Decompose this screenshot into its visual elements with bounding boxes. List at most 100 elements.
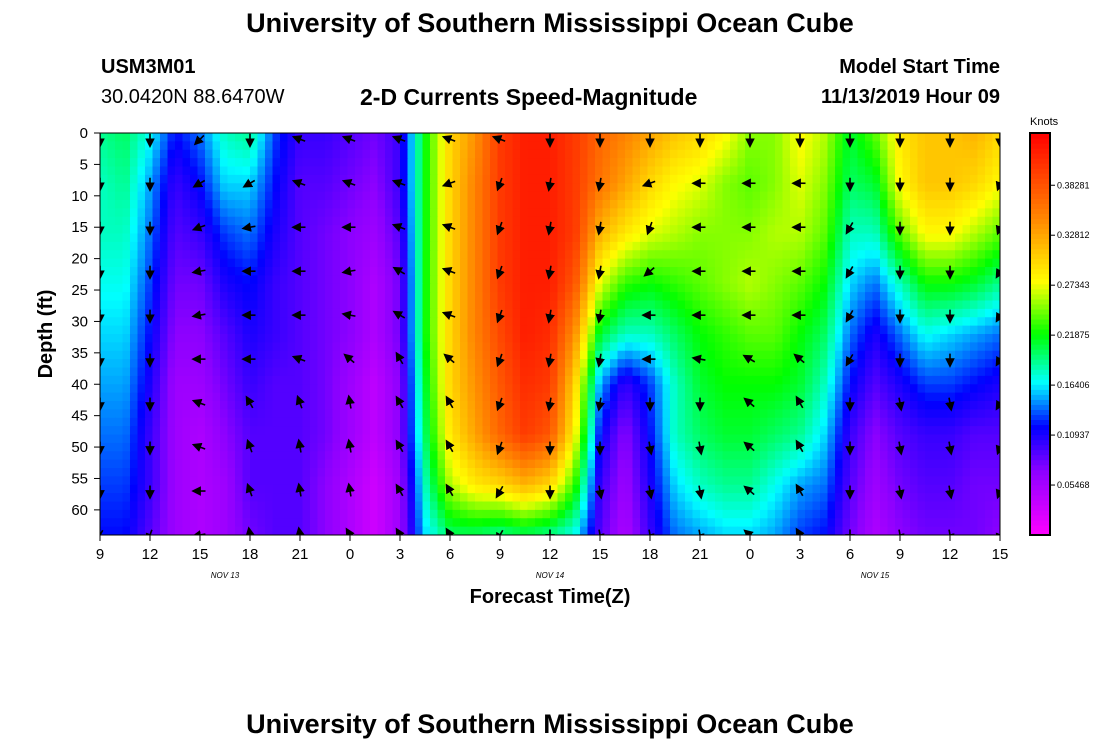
- heat-cell: [940, 275, 949, 285]
- heat-cell: [782, 183, 791, 193]
- heat-cell: [985, 409, 994, 419]
- heat-cell: [167, 350, 176, 360]
- heat-cell: [977, 334, 986, 343]
- heat-cell: [190, 208, 199, 218]
- heat-cell: [205, 334, 214, 343]
- heat-cell: [205, 342, 214, 352]
- heat-cell: [895, 359, 904, 369]
- heat-cell: [400, 267, 409, 276]
- heat-cell: [220, 476, 229, 486]
- heat-cell: [655, 325, 664, 335]
- heat-cell: [722, 350, 731, 360]
- heat-cell: [220, 191, 229, 201]
- heat-cell: [565, 300, 574, 310]
- heat-cell: [317, 317, 326, 327]
- heat-cell: [422, 459, 431, 469]
- heat-cell: [482, 459, 491, 469]
- heat-cell: [932, 174, 941, 184]
- heat-cell: [715, 292, 724, 302]
- heat-cell: [160, 350, 169, 360]
- heat-cell: [392, 468, 401, 477]
- heat-cell: [512, 191, 521, 201]
- heat-cell: [992, 325, 1000, 335]
- heat-cell: [700, 258, 709, 268]
- heat-cell: [370, 158, 379, 168]
- heat-cell: [835, 208, 844, 218]
- heat-cell: [482, 442, 491, 452]
- heat-cell: [107, 417, 116, 427]
- heat-cell: [790, 367, 799, 377]
- heat-cell: [557, 359, 566, 369]
- heat-cell: [242, 225, 251, 235]
- heat-cell: [460, 149, 469, 159]
- heat-cell: [775, 451, 784, 461]
- heat-cell: [242, 476, 251, 486]
- heat-cell: [602, 334, 611, 343]
- heat-cell: [790, 158, 799, 168]
- heat-cell: [812, 191, 821, 201]
- heat-cell: [385, 233, 394, 243]
- heat-cell: [572, 317, 581, 327]
- heat-cell: [145, 401, 154, 410]
- heat-cell: [662, 442, 671, 452]
- heat-cell: [662, 208, 671, 218]
- heat-cell: [782, 300, 791, 310]
- heat-cell: [797, 225, 806, 235]
- heat-cell: [865, 149, 874, 159]
- heat-cell: [632, 292, 641, 302]
- heat-cell: [857, 308, 866, 318]
- heat-cell: [235, 308, 244, 318]
- heat-cell: [467, 225, 476, 235]
- heat-cell: [115, 392, 124, 402]
- heat-cell: [940, 241, 949, 251]
- heat-cell: [197, 258, 206, 268]
- heat-cell: [955, 216, 964, 226]
- heat-cell: [812, 417, 821, 427]
- heat-cell: [572, 417, 581, 427]
- heat-cell: [992, 334, 1000, 343]
- heat-cell: [370, 183, 379, 193]
- heat-cell: [212, 317, 221, 327]
- heat-cell: [812, 258, 821, 268]
- heat-cell: [482, 149, 491, 159]
- heat-cell: [407, 133, 416, 142]
- heat-cell: [220, 166, 229, 176]
- heat-cell: [902, 375, 911, 385]
- heat-cell: [617, 275, 626, 285]
- heat-cell: [752, 367, 761, 377]
- heat-cell: [985, 191, 994, 201]
- heat-cell: [100, 191, 109, 201]
- heat-cell: [205, 141, 214, 151]
- heat-cell: [257, 133, 266, 142]
- heat-cell: [632, 367, 641, 377]
- heat-cell: [655, 250, 664, 260]
- heat-cell: [535, 166, 544, 176]
- heat-cell: [805, 233, 814, 243]
- heat-cell: [647, 133, 656, 142]
- heat-cell: [602, 342, 611, 352]
- heat-cell: [535, 367, 544, 377]
- heat-cell: [685, 225, 694, 235]
- heat-cell: [655, 334, 664, 343]
- heat-cell: [887, 434, 896, 444]
- heat-cell: [835, 241, 844, 251]
- heat-cell: [220, 267, 229, 276]
- heat-cell: [430, 191, 439, 201]
- heat-cell: [775, 300, 784, 310]
- heat-cell: [145, 325, 154, 335]
- heat-cell: [812, 350, 821, 360]
- heat-cell: [610, 241, 619, 251]
- heat-cell: [302, 250, 311, 260]
- heat-cell: [977, 141, 986, 151]
- heat-cell: [715, 267, 724, 276]
- heat-cell: [670, 174, 679, 184]
- heat-cell: [970, 384, 979, 394]
- heat-cell: [535, 283, 544, 293]
- heat-cell: [197, 191, 206, 201]
- heat-cell: [565, 158, 574, 168]
- heat-cell: [167, 166, 176, 176]
- heat-cell: [662, 200, 671, 209]
- heat-cell: [587, 334, 596, 343]
- heat-cell: [917, 468, 926, 477]
- heat-cell: [550, 426, 559, 436]
